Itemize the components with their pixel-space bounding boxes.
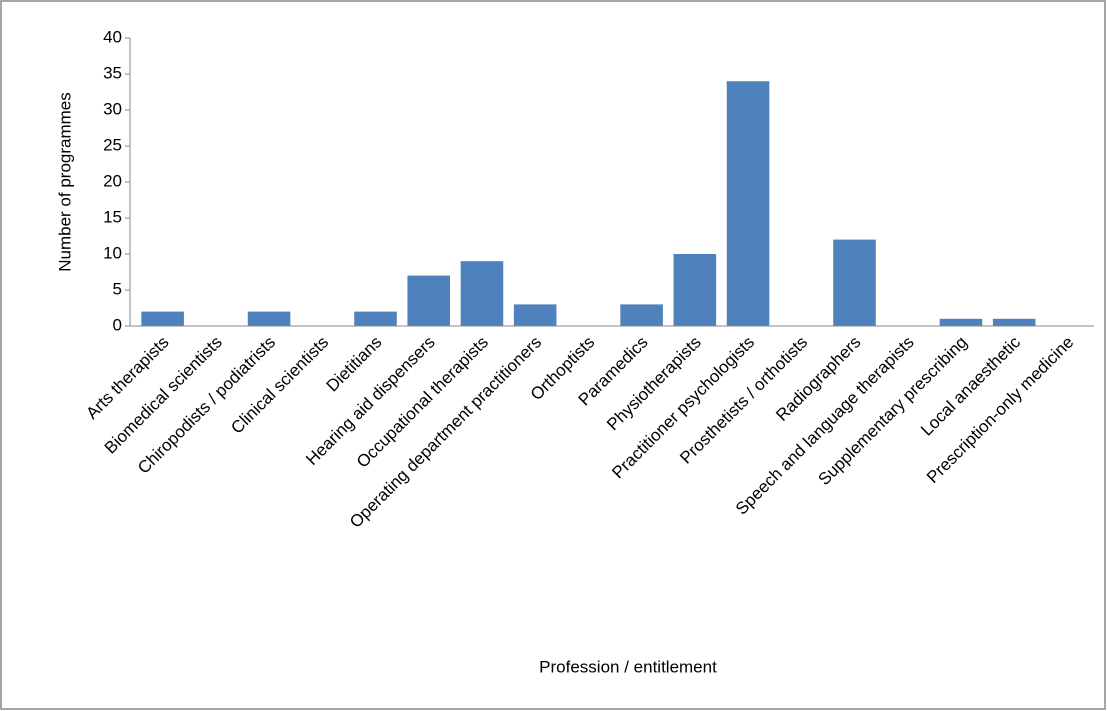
y-tick-label: 20 xyxy=(103,171,122,190)
y-tick-label: 15 xyxy=(103,207,122,226)
y-tick-label: 25 xyxy=(103,135,122,154)
y-tick-label: 40 xyxy=(103,27,122,46)
y-tick-label: 5 xyxy=(113,279,122,298)
bar xyxy=(726,81,770,326)
bar xyxy=(673,254,717,326)
bar xyxy=(247,311,291,326)
y-tick-label: 10 xyxy=(103,243,122,262)
bar xyxy=(833,239,876,326)
bar xyxy=(407,275,451,326)
y-tick-label: 0 xyxy=(113,315,122,334)
bar xyxy=(620,304,663,326)
y-axis-title: Number of programmes xyxy=(55,92,74,272)
bar xyxy=(141,311,184,326)
x-axis-title: Profession / entitlement xyxy=(539,657,717,676)
y-tick-label: 35 xyxy=(103,63,122,82)
bar xyxy=(513,304,557,326)
bar xyxy=(939,318,983,326)
bar xyxy=(354,311,397,326)
bar xyxy=(460,261,504,326)
bar xyxy=(992,318,1036,326)
y-tick-label: 30 xyxy=(103,99,122,118)
